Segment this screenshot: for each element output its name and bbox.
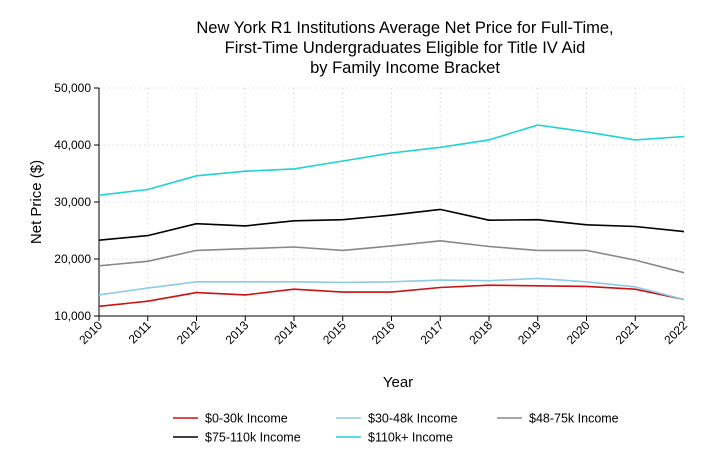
legend-label-75-110k-income: $75-110k Income [205, 431, 301, 445]
x-tick-label: 2013 [223, 318, 252, 347]
y-axis-title: Net Price ($) [28, 160, 45, 244]
x-tick-label: 2021 [613, 318, 642, 347]
x-tick-label: 2011 [126, 318, 154, 346]
series-line-30-48k-income [98, 277, 685, 301]
y-tick-labels: 10,000 20,000 30,000 40,000 50,000 [54, 81, 91, 323]
chart-title: New York R1 Institutions Average Net Pri… [196, 19, 613, 77]
series-line-75-110k-income [98, 208, 685, 241]
series-line-48-75k-income [98, 240, 685, 274]
y-tick-label: 50,000 [54, 81, 91, 95]
y-tick-label: 30,000 [54, 195, 91, 209]
x-tick-label: 2019 [515, 318, 544, 347]
x-tick-label: 2012 [174, 318, 203, 347]
legend-label-0-30k-income: $0-30k Income [205, 412, 288, 426]
y-tick-label: 40,000 [54, 138, 91, 152]
series-line-0-30k-income [98, 284, 685, 308]
series-layer [98, 124, 685, 308]
x-tick-label: 2014 [271, 318, 300, 347]
x-tick-label: 2022 [661, 318, 690, 347]
chart-title-line-2: First-Time Undergraduates Eligible for T… [225, 39, 586, 57]
chart-title-line-3: by Family Income Bracket [310, 59, 500, 77]
series-line-110k-income [98, 124, 685, 196]
x-tick-label: 2020 [564, 318, 593, 347]
axes [94, 87, 685, 321]
legend-label-30-48k-income: $30-48k Income [368, 412, 458, 426]
y-tick-label: 20,000 [54, 252, 91, 266]
legend-label-110k-income: $110k+ Income [368, 431, 453, 445]
legend-label-48-75k-income: $48-75k Income [529, 412, 619, 426]
chart-title-line-1: New York R1 Institutions Average Net Pri… [196, 19, 613, 37]
y-tick-label: 10,000 [54, 309, 91, 323]
x-tick-labels: 2010 2011 2012 2013 2014 2015 2016 2017 2018 2019… [76, 318, 690, 347]
legend: $0-30k Income $30-48k Income $48-75k Incom… [173, 412, 619, 445]
x-axis-title: Year [383, 374, 413, 391]
x-tick-label: 2017 [418, 318, 447, 347]
grid [98, 87, 685, 317]
x-tick-label: 2018 [466, 318, 495, 347]
x-tick-label: 2015 [320, 318, 349, 347]
x-tick-label: 2016 [369, 318, 398, 347]
